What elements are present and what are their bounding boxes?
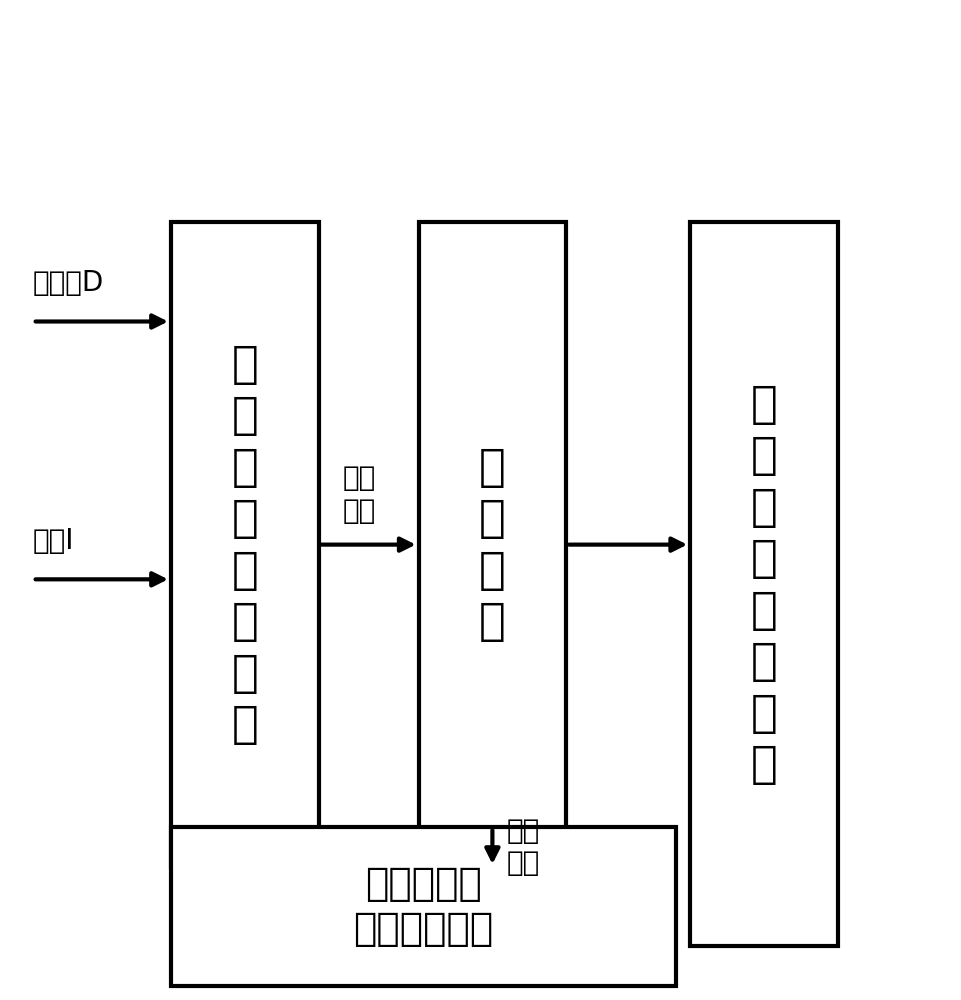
Text: 电流I: 电流I (33, 527, 74, 555)
Text: 实
际
工
况
参
数
验
识: 实 际 工 况 参 数 验 识 (751, 383, 777, 786)
Text: 充
电
放
电
测
试
实
验: 充 电 放 电 测 试 实 验 (232, 343, 259, 746)
Text: 参
数
辨
识: 参 数 辨 识 (479, 446, 505, 643)
Text: 电池
数据: 电池 数据 (342, 464, 376, 525)
Text: 占空比D: 占空比D (33, 269, 104, 297)
Bar (171, 222, 318, 867)
Bar (690, 222, 838, 946)
Text: 提供
模型: 提供 模型 (506, 817, 540, 877)
Bar (171, 827, 676, 986)
Bar (419, 222, 566, 867)
Text: 超级电容的
等效电路模型: 超级电容的 等效电路模型 (354, 865, 493, 948)
